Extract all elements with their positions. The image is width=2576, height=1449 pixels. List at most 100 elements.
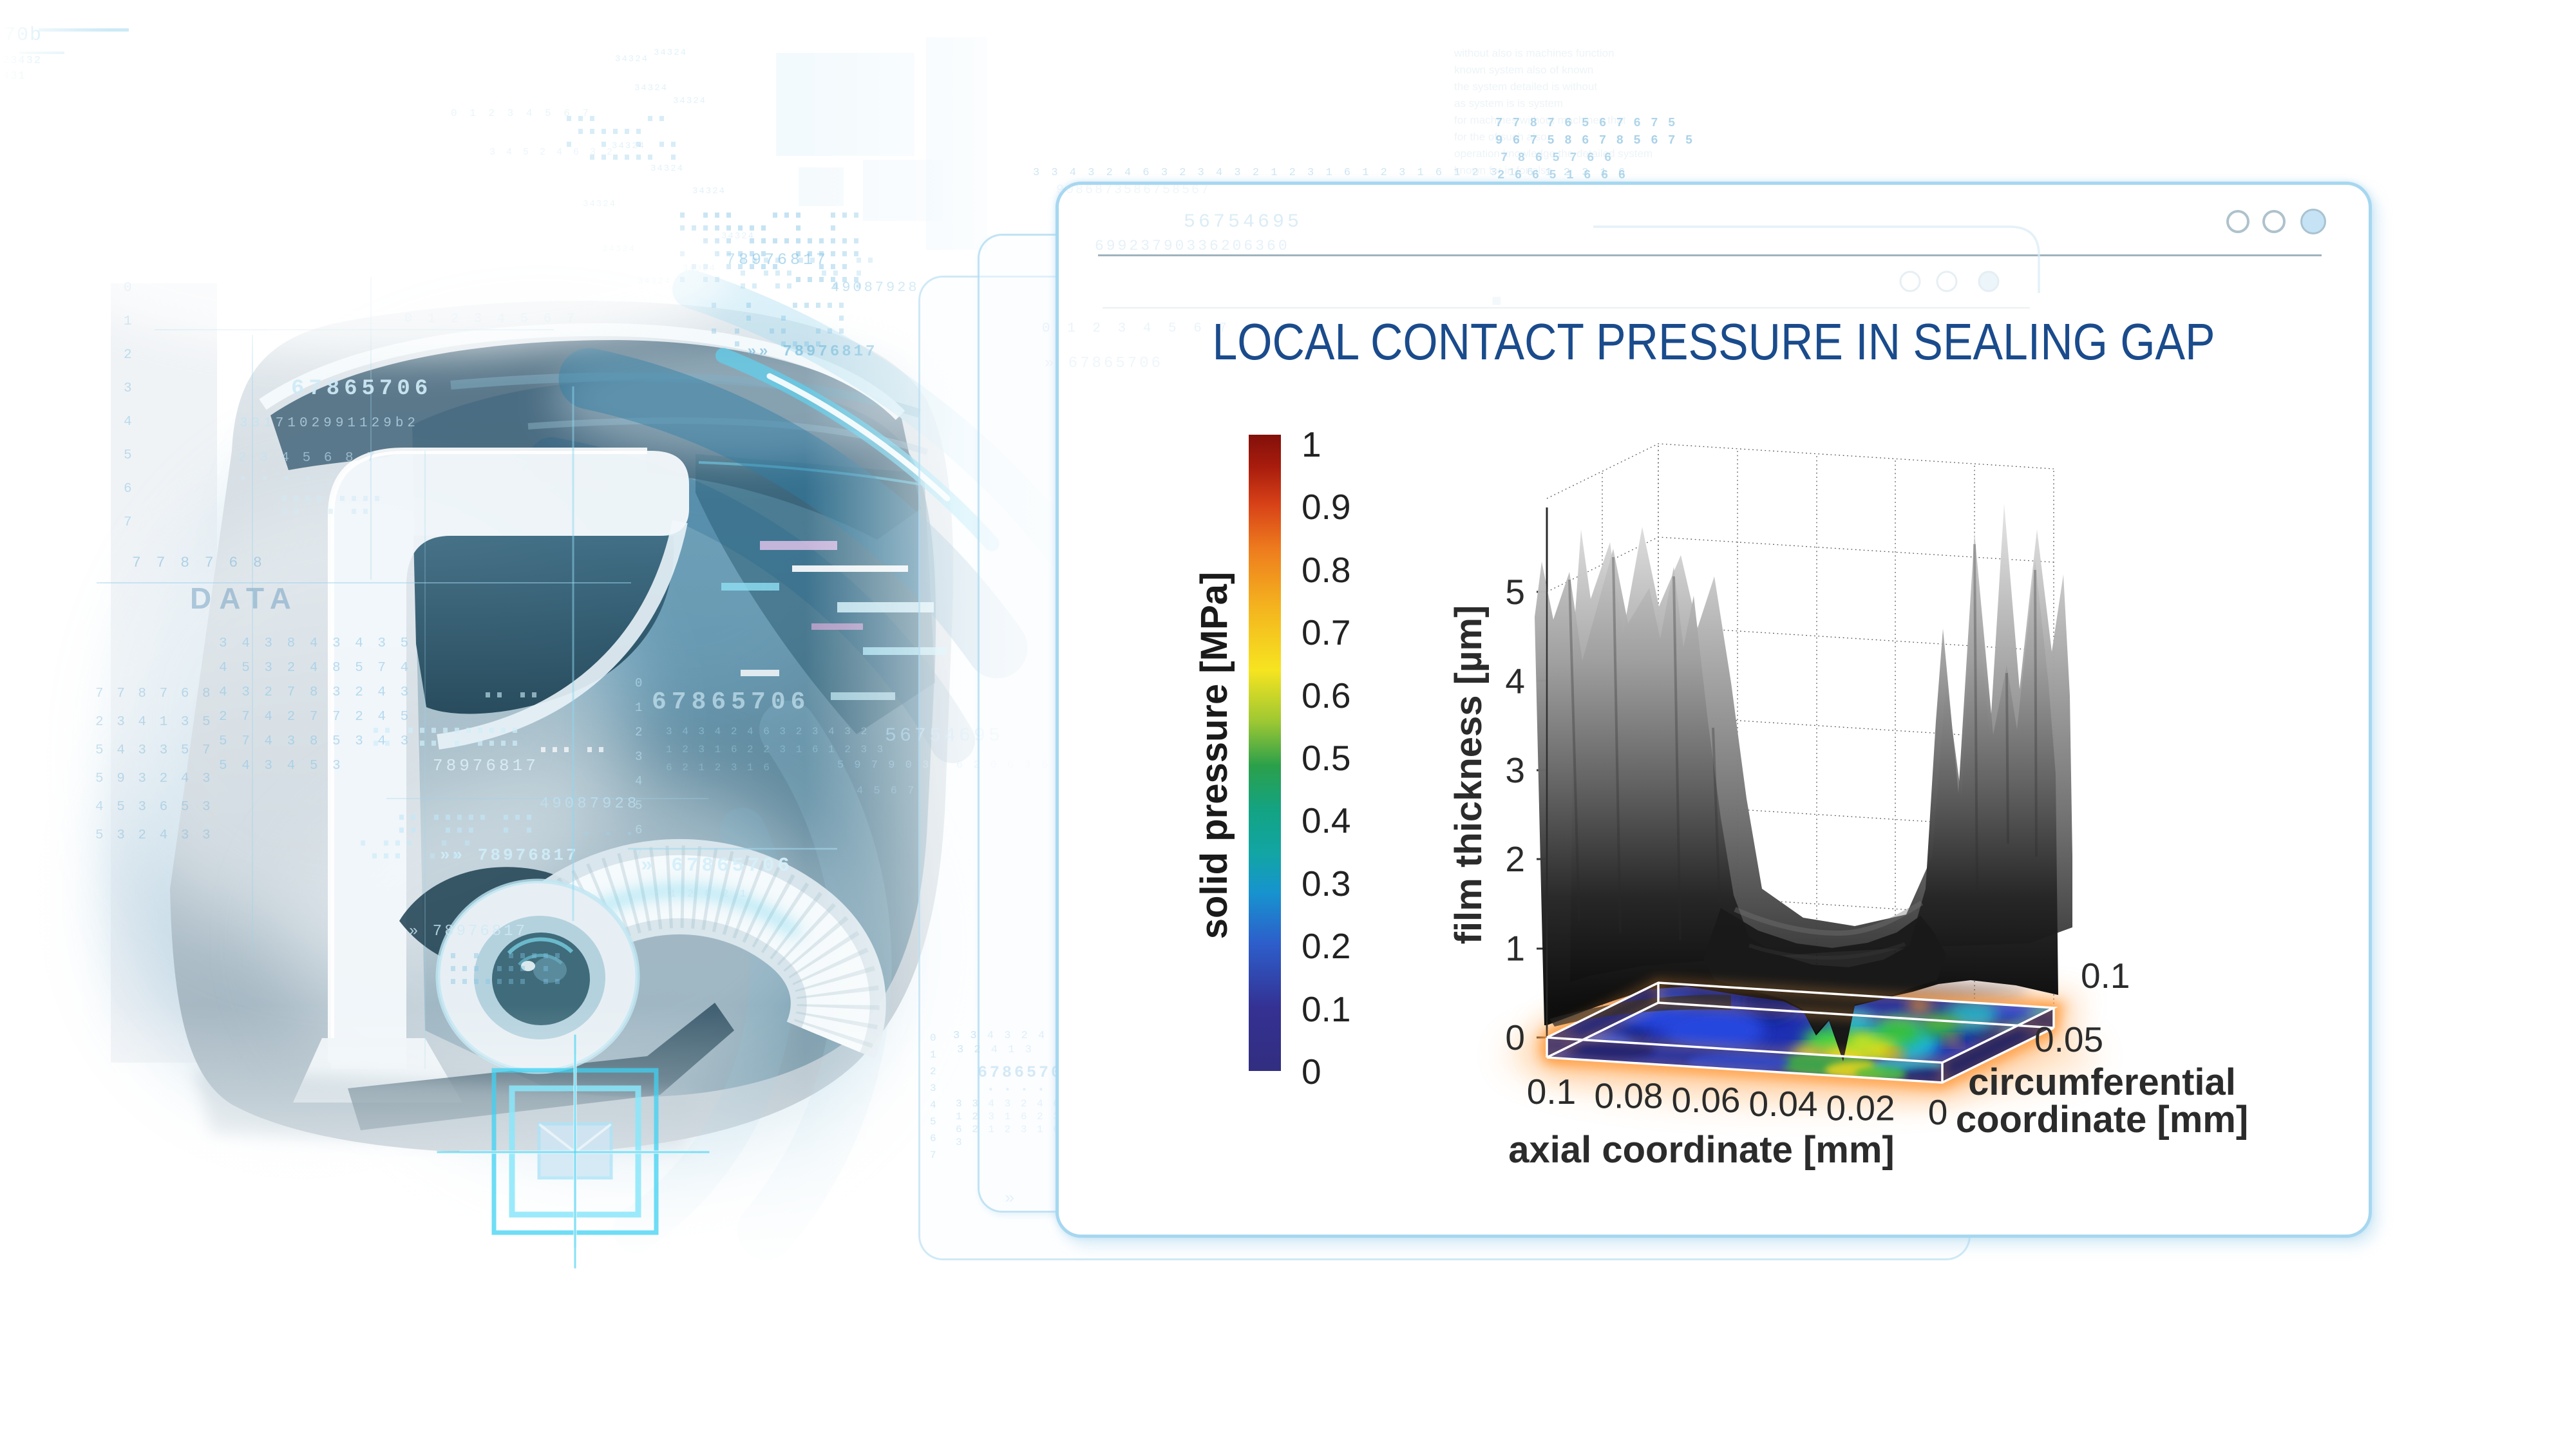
svg-text:2: 2 xyxy=(1505,839,1525,879)
svg-text:0.3: 0.3 xyxy=(1302,864,1350,904)
svg-text:0: 0 xyxy=(1302,1052,1321,1092)
svg-text:0.08: 0.08 xyxy=(1594,1075,1663,1115)
svg-text:34324: 34324 xyxy=(615,54,649,64)
svg-text:6 2 1 2 3 1 6: 6 2 1 2 3 1 6 xyxy=(956,1124,1061,1135)
svg-text:3317102991129b2: 3317102991129b2 xyxy=(240,416,419,431)
svg-text:2: 2 xyxy=(124,348,132,363)
svg-text:5 3 2 4 3 3: 5 3 2 4 3 3 xyxy=(95,828,213,843)
svg-text:0.1: 0.1 xyxy=(2081,956,2130,996)
svg-text:3: 3 xyxy=(1505,750,1525,790)
svg-text:4: 4 xyxy=(930,1099,936,1111)
svg-text:7 7 8 7 6 8: 7 7 8 7 6 8 xyxy=(132,554,265,571)
svg-text:0: 0 xyxy=(1505,1018,1525,1057)
svg-text:7 8 6 5 7 6 6: 7 8 6 5 7 6 6 xyxy=(1501,151,1613,165)
svg-text:known system also of known: known system also of known xyxy=(1454,64,1593,76)
svg-text:axial coordinate [mm]: axial coordinate [mm] xyxy=(1508,1129,1894,1171)
svg-text:34324: 34324 xyxy=(673,96,706,106)
svg-text:0 1 2 3 4 5 6 7: 0 1 2 3 4 5 6 7 xyxy=(451,108,592,119)
svg-text:0.8: 0.8 xyxy=(1302,550,1350,590)
svg-text:4 5 3 2 4 8 5 7 4: 4 5 3 2 4 8 5 7 4 xyxy=(219,661,412,676)
svg-text:3 2 4 1 3: 3 2 4 1 3 xyxy=(957,1044,1034,1056)
svg-text:3: 3 xyxy=(930,1083,936,1094)
svg-text:0.05: 0.05 xyxy=(2034,1019,2103,1059)
svg-text:6 2 1 2 3 1 6: 6 2 1 2 3 1 6 xyxy=(666,762,772,773)
svg-text:2 6 6 5 1 6 6 6: 2 6 6 5 1 6 6 6 xyxy=(1497,168,1627,182)
svg-text:0.1: 0.1 xyxy=(1527,1072,1576,1112)
svg-text:0.9: 0.9 xyxy=(1302,487,1350,527)
svg-text:3: 3 xyxy=(635,750,642,764)
svg-text:7: 7 xyxy=(635,848,642,862)
svg-text:78976817: 78976817 xyxy=(433,756,539,775)
svg-text:34324: 34324 xyxy=(692,186,726,196)
svg-text:2 7 4 2 7 7 2 4 5: 2 7 4 2 7 7 2 4 5 xyxy=(219,710,412,724)
svg-text:4: 4 xyxy=(1505,661,1525,701)
svg-text:0: 0 xyxy=(635,676,642,690)
svg-text:0.06: 0.06 xyxy=(1671,1080,1740,1120)
svg-text:the system detailed is without: the system detailed is without xyxy=(1454,80,1597,93)
svg-text:▪ ▪ ▪: ▪ ▪ ▪ xyxy=(583,828,637,841)
svg-text:7 7 8 7 6 8: 7 7 8 7 6 8 xyxy=(95,687,213,701)
svg-text:4 5 3 6 5 3: 4 5 3 6 5 3 xyxy=(95,800,213,815)
svg-text:7 7 8 7 6 5 6 7 6 7 5: 7 7 8 7 6 5 6 7 6 7 5 xyxy=(1495,116,1676,130)
svg-text:34324: 34324 xyxy=(634,83,668,93)
svg-text:coordinate [mm]: coordinate [mm] xyxy=(1956,1099,2248,1141)
svg-text:34324: 34324 xyxy=(650,164,684,174)
svg-text:6: 6 xyxy=(930,1133,936,1144)
svg-text:5: 5 xyxy=(635,799,642,813)
svg-text:0.1: 0.1 xyxy=(1302,989,1350,1029)
svg-text:34324: 34324 xyxy=(654,48,687,58)
svg-text:1: 1 xyxy=(930,1049,936,1061)
svg-text:without also is machines funct: without also is machines function xyxy=(1454,47,1615,59)
svg-text:9 6 7 5 8 6 7 8 5 6 7 5: 9 6 7 5 8 6 7 8 5 6 7 5 xyxy=(1495,133,1694,147)
svg-text:1 2 0 2 1: 1 2 0 2 1 xyxy=(670,888,748,900)
svg-text:DATA: DATA xyxy=(190,582,299,615)
svg-text:3 4 5 2 4 6 3 2: 3 4 5 2 4 6 3 2 xyxy=(489,147,615,158)
svg-text:0.5: 0.5 xyxy=(1302,738,1350,778)
svg-text:5: 5 xyxy=(1505,572,1525,612)
svg-text:5: 5 xyxy=(930,1116,936,1128)
svg-text:circumferential: circumferential xyxy=(1968,1061,2236,1103)
svg-text:» 67865706: » 67865706 xyxy=(1045,355,1163,372)
svg-text:0.4: 0.4 xyxy=(1302,800,1350,840)
svg-text:5 7 4 3 8 5 3 4 3: 5 7 4 3 8 5 3 4 3 xyxy=(219,734,412,749)
svg-text:3: 3 xyxy=(124,381,132,396)
svg-text:6: 6 xyxy=(124,482,132,497)
svg-text:for the of such also: for the of such also xyxy=(1454,131,1547,143)
svg-text:4: 4 xyxy=(124,415,132,430)
svg-text:67865706: 67865706 xyxy=(652,688,810,716)
svg-text:34324: 34324 xyxy=(612,141,645,151)
svg-text:1: 1 xyxy=(1505,929,1525,969)
svg-text:2: 2 xyxy=(635,725,642,739)
svg-text:1: 1 xyxy=(1302,424,1321,464)
svg-text:5 4 3 3 5 7: 5 4 3 3 5 7 xyxy=(95,743,213,758)
svg-text:0.02: 0.02 xyxy=(1826,1088,1895,1128)
svg-text:» 67865706: » 67865706 xyxy=(641,855,793,877)
svg-text:operation knowledge the detail: operation knowledge the detailed system xyxy=(1454,147,1653,160)
svg-text:3: 3 xyxy=(956,1137,964,1148)
svg-text:▪ ▪ ▪ ▪: ▪ ▪ ▪ ▪ xyxy=(988,1084,1046,1095)
svg-text:▪ ▪ ▪ ▪: ▪ ▪ ▪ ▪ xyxy=(240,473,316,486)
svg-text:2: 2 xyxy=(930,1066,936,1077)
svg-text:9086873586758567: 9086873586758567 xyxy=(1056,183,1211,198)
svg-text:■: ■ xyxy=(1492,292,1502,311)
svg-text:0: 0 xyxy=(1928,1092,1948,1132)
svg-text:0.6: 0.6 xyxy=(1302,676,1350,715)
svg-text:known for in for also: known for in for also xyxy=(1454,164,1552,176)
svg-text:5: 5 xyxy=(124,448,132,463)
svg-text:0.2: 0.2 xyxy=(1302,926,1350,966)
svg-text:49087928: 49087928 xyxy=(540,795,639,813)
svg-text:3 3 4 3 2 4 6 3 2 3 4 3 2 1 2: 3 3 4 3 2 4 6 3 2 3 4 3 2 1 2 3 1 6 1 2 … xyxy=(1033,167,1627,179)
svg-text:»: » xyxy=(1005,1189,1015,1208)
svg-text:7: 7 xyxy=(124,515,132,530)
svg-text:» 78976817: » 78976817 xyxy=(409,923,527,940)
svg-text:for machines without machines: for machines without machines that xyxy=(1454,114,1626,126)
svg-text:2 3 4 5 6 8 7: 2 3 4 5 6 8 7 xyxy=(238,451,377,466)
svg-text:4 3 2 7 8 3 2 4 3: 4 3 2 7 8 3 2 4 3 xyxy=(219,685,412,700)
svg-text:film thickness [µm]: film thickness [µm] xyxy=(1448,605,1490,945)
svg-text:67865706: 67865706 xyxy=(291,377,432,401)
svg-text:as system is is system: as system is is system xyxy=(1454,97,1563,109)
svg-text:»» 78976817: »» 78976817 xyxy=(440,846,579,865)
svg-text:34324: 34324 xyxy=(721,231,755,242)
svg-text:6: 6 xyxy=(635,823,642,837)
svg-text:0.7: 0.7 xyxy=(1302,612,1350,652)
